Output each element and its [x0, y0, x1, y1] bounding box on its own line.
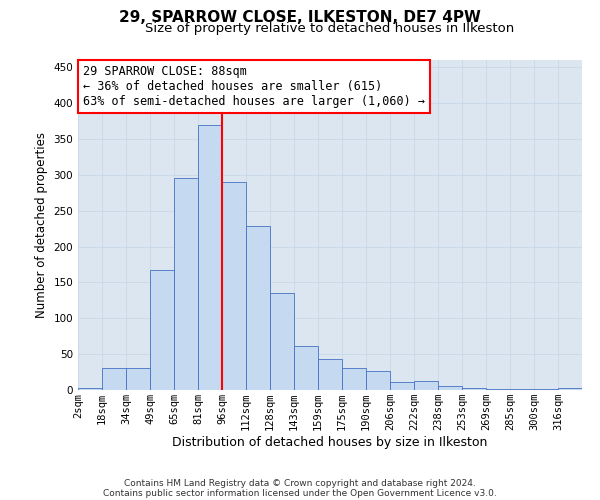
Bar	[318, 359, 342, 390]
Bar	[78, 388, 102, 390]
Text: 29, SPARROW CLOSE, ILKESTON, DE7 4PW: 29, SPARROW CLOSE, ILKESTON, DE7 4PW	[119, 10, 481, 25]
Bar	[294, 346, 318, 390]
Text: Contains HM Land Registry data © Crown copyright and database right 2024.: Contains HM Land Registry data © Crown c…	[124, 478, 476, 488]
Text: Contains public sector information licensed under the Open Government Licence v3: Contains public sector information licen…	[103, 488, 497, 498]
Bar	[246, 226, 270, 390]
Bar	[222, 182, 246, 390]
Bar	[342, 368, 366, 390]
Bar	[102, 368, 126, 390]
Bar	[126, 368, 150, 390]
Bar	[390, 382, 414, 390]
Bar	[558, 388, 582, 390]
Bar	[150, 270, 174, 390]
X-axis label: Distribution of detached houses by size in Ilkeston: Distribution of detached houses by size …	[172, 436, 488, 449]
Y-axis label: Number of detached properties: Number of detached properties	[35, 132, 48, 318]
Bar	[438, 386, 462, 390]
Title: Size of property relative to detached houses in Ilkeston: Size of property relative to detached ho…	[145, 22, 515, 35]
Bar	[462, 388, 486, 390]
Bar	[366, 370, 390, 390]
Bar	[198, 124, 222, 390]
Text: 29 SPARROW CLOSE: 88sqm
← 36% of detached houses are smaller (615)
63% of semi-d: 29 SPARROW CLOSE: 88sqm ← 36% of detache…	[83, 65, 425, 108]
Bar	[414, 380, 438, 390]
Bar	[486, 388, 510, 390]
Bar	[174, 178, 198, 390]
Bar	[270, 293, 294, 390]
